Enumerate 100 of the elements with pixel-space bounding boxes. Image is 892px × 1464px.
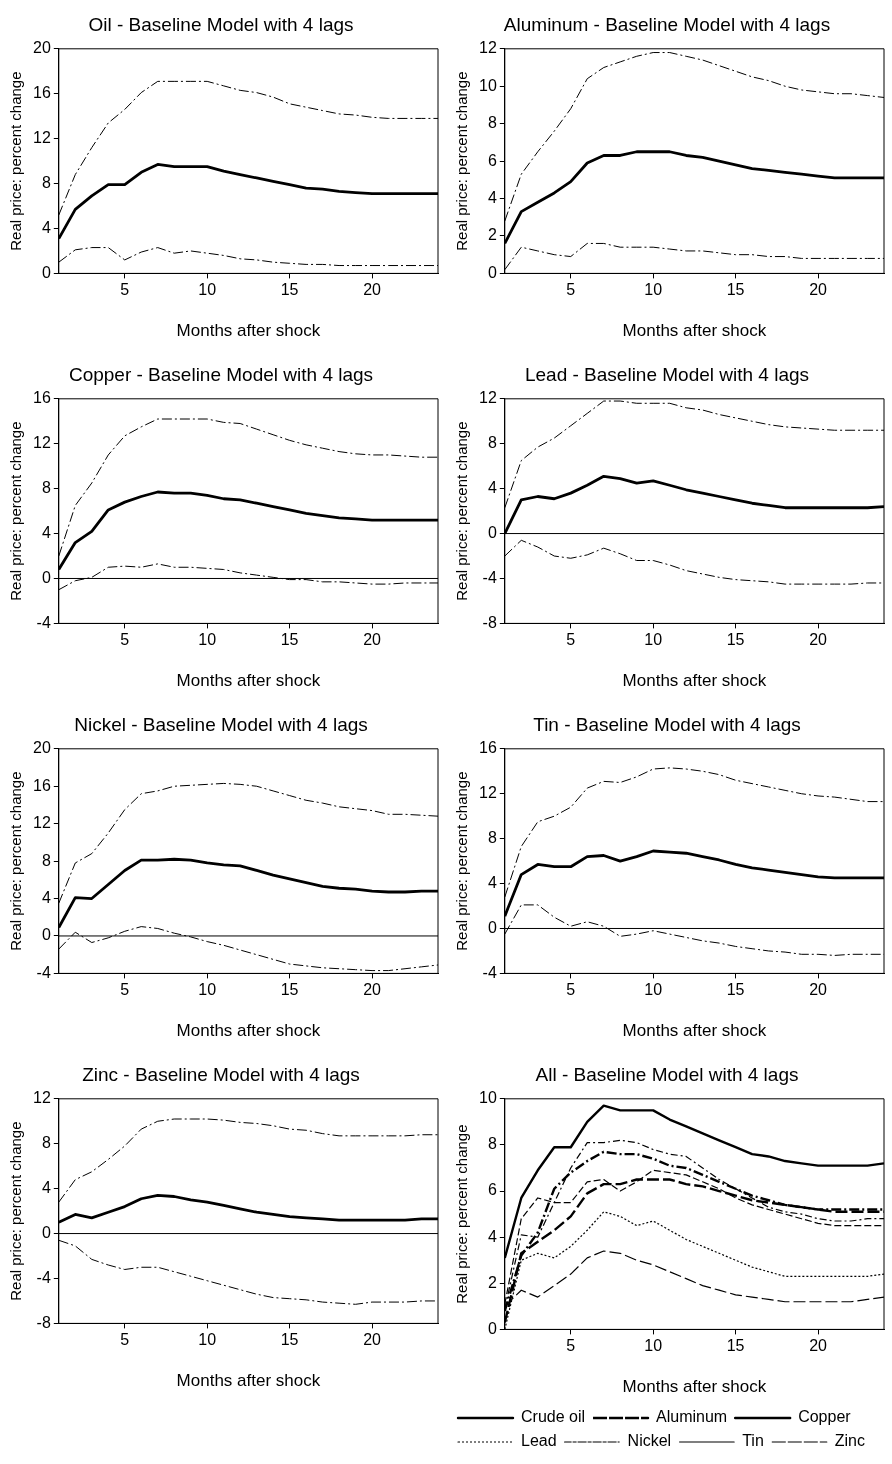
x-tick-label: 5 [120, 1331, 130, 1349]
y-tick-label: 0 [41, 263, 51, 281]
y-tick-label: 0 [41, 568, 51, 586]
y-tick-label: 8 [487, 1135, 497, 1153]
y-tick-label: 8 [41, 1134, 51, 1152]
x-tick-label: 10 [198, 981, 217, 999]
y-tick-label: 8 [487, 829, 497, 847]
y-tick-label: 4 [487, 479, 497, 497]
x-tick-label: 20 [809, 631, 828, 649]
y-tick-label: -4 [36, 1268, 51, 1286]
x-tick-label: 10 [644, 631, 663, 649]
x-tick-label: 5 [120, 631, 130, 649]
x-axis-title: Months after shock [622, 321, 767, 341]
x-axis-title: Months after shock [622, 1377, 767, 1397]
legend-label: Crude oil [521, 1408, 586, 1426]
y-tick-label: 10 [479, 76, 497, 94]
y-tick-label: 4 [41, 218, 51, 236]
y-axis-title: Real price: percent change [7, 71, 25, 251]
chart-title: Nickel - Baseline Model with 4 lags [74, 713, 368, 735]
x-tick-label: 20 [363, 1331, 382, 1349]
y-tick-label: -4 [36, 613, 51, 631]
x-tick-label: 10 [644, 981, 663, 999]
y-axis-title: Real price: percent change [7, 771, 25, 951]
y-axis-title: Real price: percent change [453, 71, 471, 251]
y-tick-label: 0 [487, 918, 497, 936]
legend-label: Aluminum [656, 1408, 728, 1426]
x-tick-label: 5 [566, 631, 576, 649]
x-tick-label: 20 [809, 281, 828, 299]
x-tick-label: 5 [566, 981, 576, 999]
y-tick-label: 0 [41, 1223, 51, 1241]
y-tick-label: 10 [479, 1089, 497, 1107]
y-tick-label: 12 [479, 784, 497, 802]
x-tick-label: 15 [726, 1337, 745, 1355]
y-tick-label: 12 [33, 129, 51, 147]
x-tick-label: 5 [120, 981, 130, 999]
y-tick-label: 20 [33, 39, 51, 57]
legend-label: Copper [798, 1408, 852, 1426]
y-tick-label: -8 [482, 613, 497, 631]
legend-label: Nickel [627, 1432, 672, 1450]
y-tick-label: 6 [487, 151, 497, 169]
x-axis-title: Months after shock [176, 321, 321, 341]
y-axis-title: Real price: percent change [453, 421, 471, 601]
x-tick-label: 15 [280, 631, 299, 649]
y-tick-label: 6 [487, 1181, 497, 1199]
y-tick-label: 2 [487, 226, 497, 244]
y-tick-label: 12 [33, 814, 51, 832]
y-tick-label: 0 [487, 263, 497, 281]
x-tick-label: 20 [363, 631, 382, 649]
y-tick-label: 0 [487, 523, 497, 541]
y-axis-title: Real price: percent change [453, 771, 471, 951]
y-tick-label: -4 [36, 963, 51, 981]
y-axis-title: Real price: percent change [7, 421, 25, 601]
y-tick-label: 2 [487, 1273, 497, 1291]
y-tick-label: 4 [41, 888, 51, 906]
x-axis-title: Months after shock [176, 1021, 321, 1041]
y-tick-label: 0 [487, 1319, 497, 1337]
y-tick-label: 4 [487, 873, 497, 891]
x-tick-label: 10 [198, 1331, 217, 1349]
y-tick-label: 4 [487, 1227, 497, 1245]
x-tick-label: 5 [120, 281, 130, 299]
y-tick-label: 4 [487, 188, 497, 206]
y-tick-label: 16 [33, 389, 51, 407]
x-tick-label: 10 [644, 1337, 663, 1355]
y-tick-label: 0 [41, 926, 51, 944]
x-tick-label: 15 [726, 281, 745, 299]
x-tick-label: 15 [280, 981, 299, 999]
legend-label: Tin [742, 1432, 764, 1450]
x-tick-label: 20 [363, 981, 382, 999]
x-tick-label: 15 [280, 1331, 299, 1349]
x-axis-title: Months after shock [176, 671, 321, 691]
y-tick-label: 4 [41, 523, 51, 541]
y-tick-label: 8 [41, 851, 51, 869]
y-tick-label: -4 [482, 568, 497, 586]
y-tick-label: 12 [33, 1089, 51, 1107]
y-tick-label: 16 [479, 739, 497, 757]
y-tick-label: 16 [33, 776, 51, 794]
y-tick-label: 16 [33, 84, 51, 102]
x-tick-label: 5 [566, 281, 576, 299]
legend-label: Lead [521, 1432, 557, 1450]
y-tick-label: 8 [41, 173, 51, 191]
x-axis-title: Months after shock [622, 1021, 767, 1041]
y-tick-label: 4 [41, 1179, 51, 1197]
y-tick-label: 8 [487, 434, 497, 452]
chart-title: Copper - Baseline Model with 4 lags [68, 363, 374, 385]
legend-label: Zinc [834, 1432, 866, 1450]
chart-title: All - Baseline Model with 4 lags [535, 1063, 799, 1085]
y-tick-label: -4 [482, 963, 497, 981]
x-tick-label: 15 [726, 631, 745, 649]
chart-title: Aluminum - Baseline Model with 4 lags [503, 13, 831, 35]
chart-title: Zinc - Baseline Model with 4 lags [82, 1063, 360, 1085]
chart-title: Tin - Baseline Model with 4 lags [533, 713, 801, 735]
x-axis-title: Months after shock [176, 1371, 321, 1391]
y-tick-label: 12 [33, 434, 51, 452]
chart-title: Lead - Baseline Model with 4 lags [524, 363, 810, 385]
y-tick-label: -8 [36, 1313, 51, 1331]
y-axis-title: Real price: percent change [453, 1124, 471, 1304]
x-tick-label: 20 [809, 981, 828, 999]
y-tick-label: 20 [33, 739, 51, 757]
x-tick-label: 20 [363, 281, 382, 299]
x-tick-label: 10 [198, 631, 217, 649]
